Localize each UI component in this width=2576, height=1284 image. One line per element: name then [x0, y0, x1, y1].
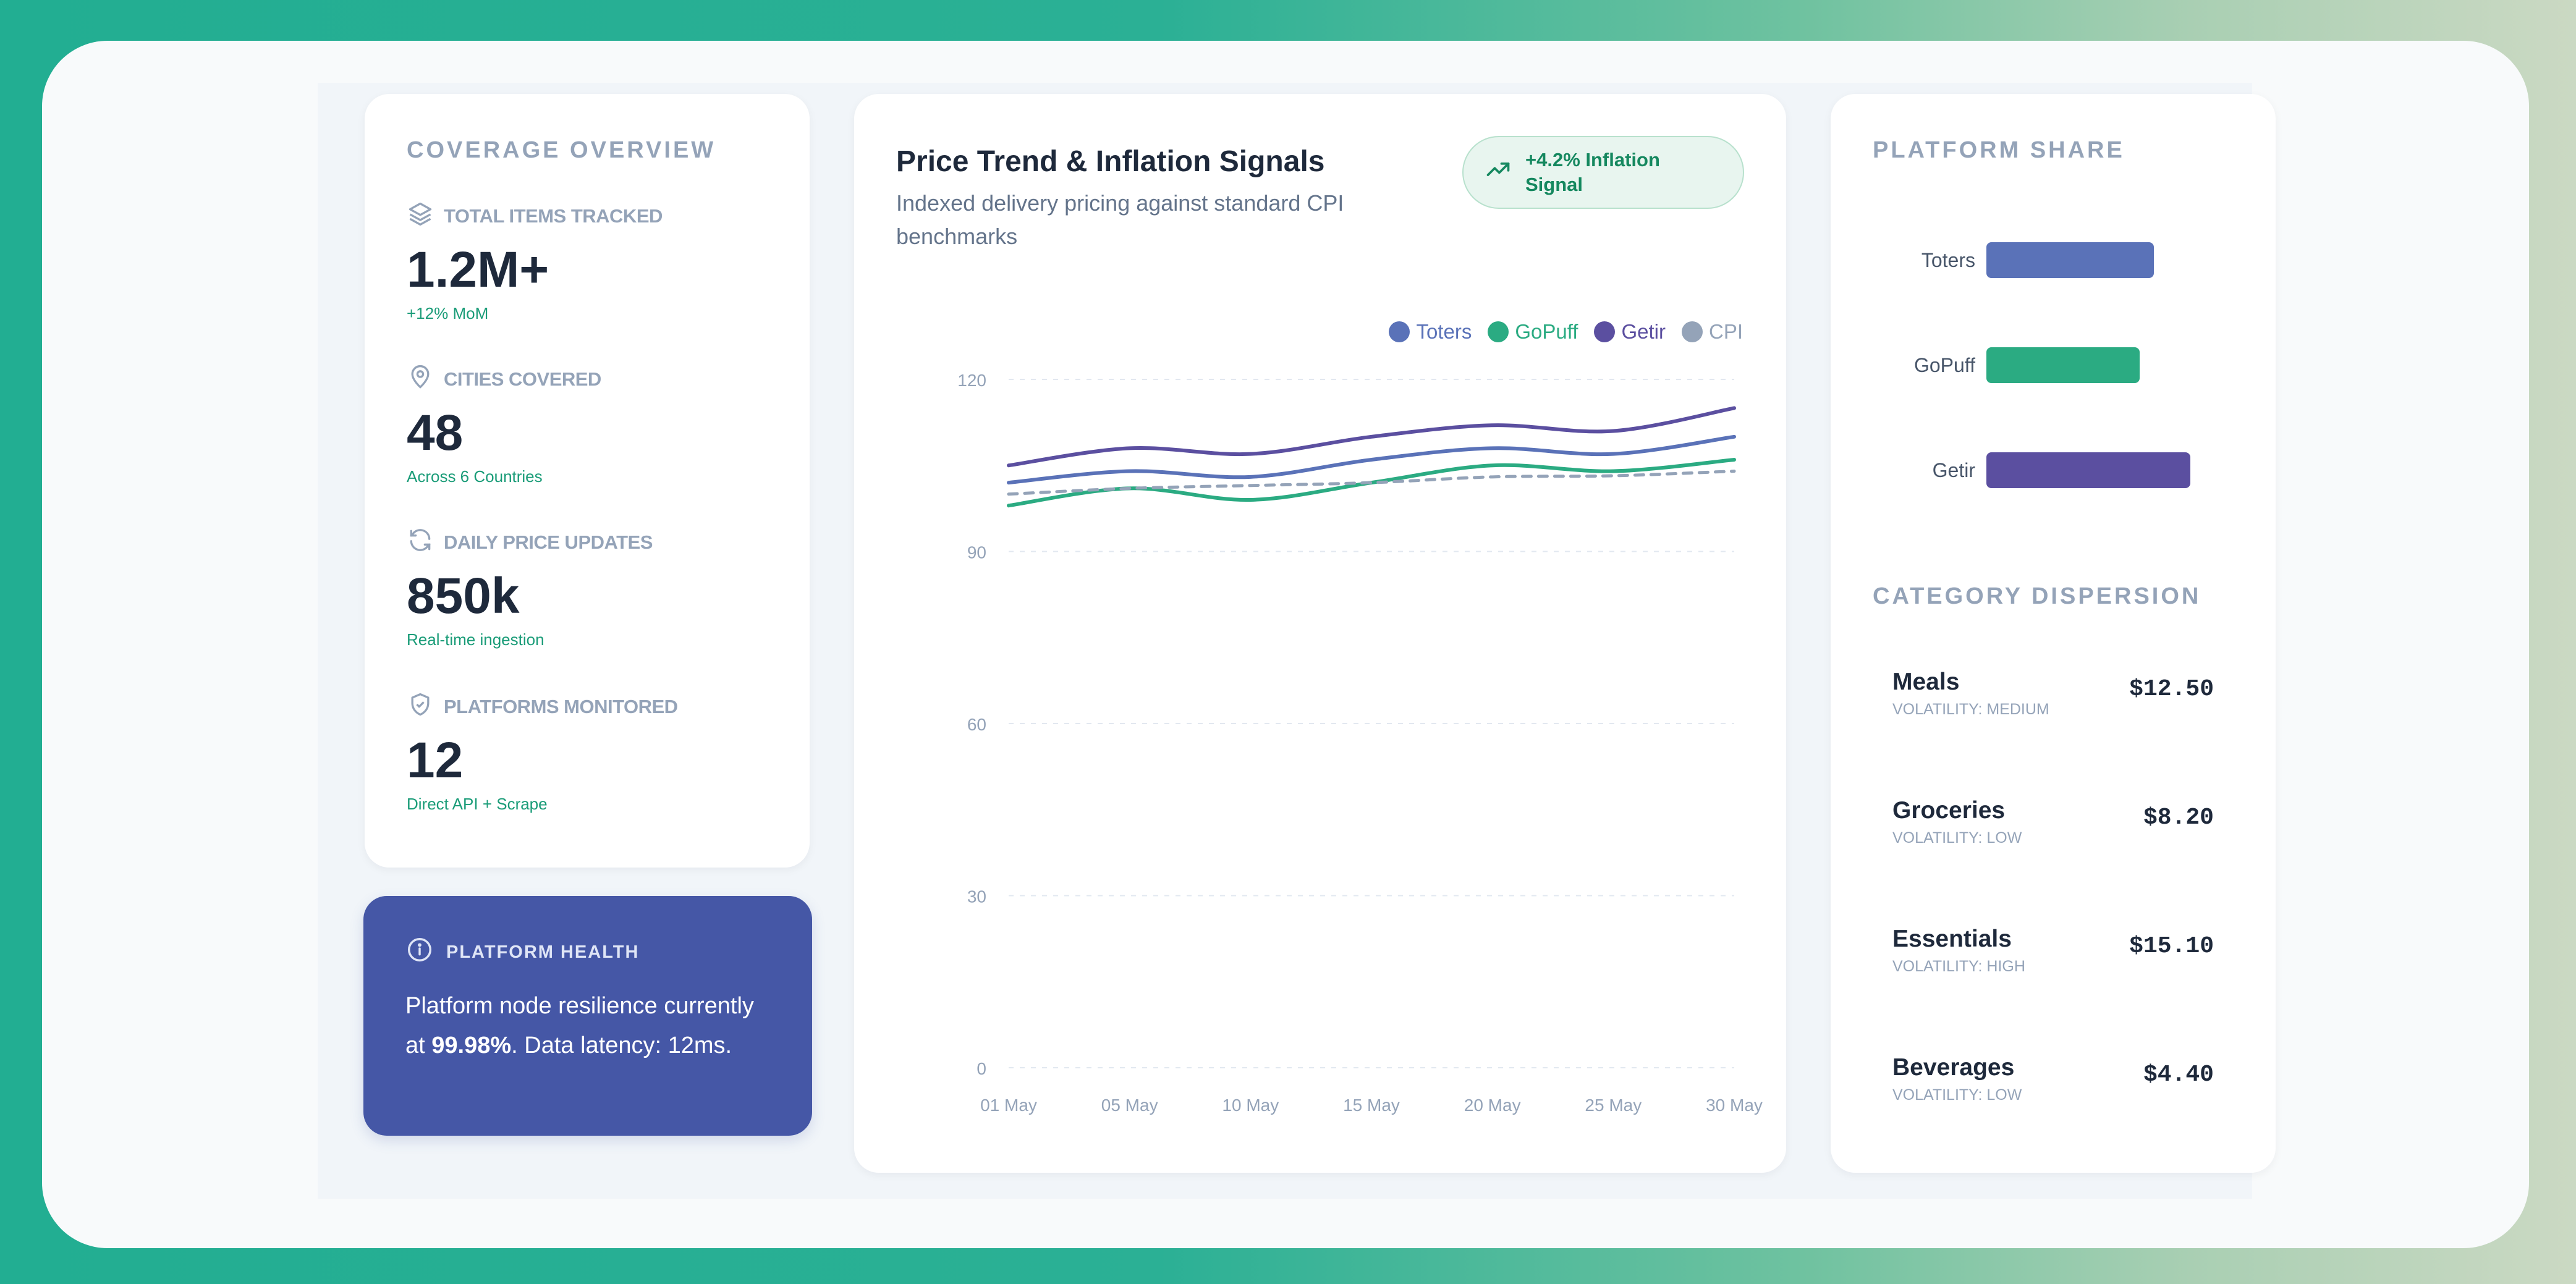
category-name: Essentials — [1892, 926, 2012, 952]
metric-subtext: Real-time ingestion — [407, 630, 544, 649]
category-name: Groceries — [1892, 797, 2006, 824]
metric-label: CITIES COVERED — [444, 368, 601, 390]
metric-total-items: TOTAL ITEMS TRACKED 1.2M+ +12% MoM — [407, 200, 663, 323]
chart-title: Price Trend & Inflation Signals — [896, 145, 1325, 178]
legend-item-gopuff[interactable]: GoPuff — [1488, 320, 1578, 344]
metric-cities-covered: CITIES COVERED 48 Across 6 Countries — [407, 363, 601, 486]
metric-value: 850k — [407, 568, 520, 624]
x-tick-label: 15 May — [1343, 1096, 1400, 1115]
metric-platforms-monitored: PLATFORMS MONITORED 12 Direct API + Scra… — [407, 691, 678, 814]
metric-subtext: Across 6 Countries — [407, 467, 543, 486]
x-tick-label: 20 May — [1464, 1096, 1521, 1115]
y-tick-label: 60 — [967, 715, 986, 734]
category-name: Meals — [1892, 669, 1960, 695]
legend-label: CPI — [1708, 320, 1743, 343]
metric-label: DAILY PRICE UPDATES — [444, 531, 653, 553]
inflation-signal-badge: +4.2% Inflation Signal — [1462, 136, 1744, 209]
category-price: $15.10 — [2129, 933, 2214, 960]
legend-swatch — [1488, 321, 1509, 342]
category-row-meals[interactable]: Meals VOLATILITY: MEDIUM $12.50 — [1892, 669, 2214, 737]
x-tick-label: 25 May — [1585, 1096, 1642, 1115]
series-line-cpi[interactable] — [1007, 470, 1736, 496]
price-trend-chart: 0 30 60 90 120 01 May 05 May 10 May 15 May 20 May… — [957, 371, 1763, 1115]
metric-value: 12 — [407, 732, 464, 788]
share-bar-label: Getir — [1932, 458, 1975, 481]
series-line-getir[interactable] — [1007, 406, 1736, 468]
legend-label: Toters — [1416, 320, 1472, 343]
category-dispersion-title: CATEGORY DISPERSION — [1873, 583, 2201, 609]
legend-item-toters[interactable]: Toters — [1389, 320, 1472, 344]
x-tick-label: 05 May — [1101, 1096, 1158, 1115]
app-frame: COVERAGE OVERVIEW TOTAL ITEMS TRACKED 1.… — [42, 41, 2529, 1248]
legend-item-cpi[interactable]: CPI — [1681, 320, 1743, 344]
x-tick-label: 01 May — [980, 1096, 1037, 1115]
metric-label: TOTAL ITEMS TRACKED — [444, 205, 663, 227]
health-highlight: 99.98% — [431, 1033, 512, 1058]
legend-swatch — [1681, 321, 1703, 342]
metric-label: PLATFORMS MONITORED — [444, 696, 678, 717]
metric-subtext: +12% MoM — [407, 304, 489, 323]
metric-value: 1.2M+ — [407, 242, 549, 298]
share-bar — [1986, 242, 2154, 278]
health-text-after: . Data latency: 12ms. — [511, 1033, 732, 1058]
share-bar-row-gopuff[interactable]: GoPuff — [1831, 347, 2276, 383]
refresh-icon — [407, 526, 434, 559]
y-tick-label: 120 — [957, 371, 986, 390]
badge-label: +4.2% Inflation Signal — [1525, 149, 1660, 195]
category-volatility: VOLATILITY: MEDIUM — [1892, 701, 2049, 718]
category-name: Beverages — [1892, 1054, 2015, 1081]
platform-share-title: PLATFORM SHARE — [1873, 137, 2125, 163]
dashboard: COVERAGE OVERVIEW TOTAL ITEMS TRACKED 1.… — [318, 83, 2276, 1199]
category-volatility: VOLATILITY: LOW — [1892, 1086, 2022, 1104]
metric-value: 48 — [407, 405, 464, 461]
coverage-overview-title: COVERAGE OVERVIEW — [407, 137, 716, 163]
category-price: $8.20 — [2143, 805, 2214, 831]
platform-health-title: PLATFORM HEALTH — [446, 942, 640, 962]
metric-daily-price-updates: DAILY PRICE UPDATES 850k Real-time inges… — [407, 526, 653, 649]
share-bar-row-toters[interactable]: Toters — [1831, 242, 2276, 278]
x-tick-label: 30 May — [1706, 1096, 1763, 1115]
y-tick-label: 30 — [967, 887, 986, 906]
platform-health-text: Platform node resilience currently at 99… — [405, 986, 770, 1065]
health-text-before: Platform node resilience currently at — [405, 993, 754, 1058]
trending-up-icon — [1485, 156, 1512, 189]
legend-label: GoPuff — [1515, 320, 1578, 343]
platform-health-card: PLATFORM HEALTH Platform node resilience… — [363, 896, 812, 1136]
share-bar — [1986, 347, 2140, 383]
category-row-beverages[interactable]: Beverages VOLATILITY: LOW $4.40 — [1892, 1054, 2214, 1122]
map-pin-icon — [407, 363, 434, 395]
series-line-toters[interactable] — [1007, 434, 1736, 485]
category-volatility: VOLATILITY: LOW — [1892, 829, 2022, 847]
coverage-overview-card: COVERAGE OVERVIEW TOTAL ITEMS TRACKED 1.… — [365, 94, 810, 868]
share-bar-row-getir[interactable]: Getir — [1831, 452, 2276, 488]
legend-label: Getir — [1621, 320, 1666, 343]
share-bar — [1986, 452, 2190, 488]
layers-icon — [407, 200, 434, 232]
share-bar-label: Toters — [1921, 248, 1975, 271]
metric-subtext: Direct API + Scrape — [407, 795, 548, 813]
category-price: $4.40 — [2143, 1062, 2214, 1088]
category-price: $12.50 — [2129, 676, 2214, 703]
legend-swatch — [1594, 321, 1616, 342]
share-bar-label: GoPuff — [1913, 353, 1975, 376]
y-tick-label: 0 — [977, 1059, 986, 1078]
chart-legend: Toters GoPuff Getir CPI — [1389, 320, 1743, 344]
x-tick-label: 10 May — [1222, 1096, 1279, 1115]
legend-item-getir[interactable]: Getir — [1594, 320, 1666, 344]
chart-subtitle: Indexed delivery pricing against standar… — [896, 190, 1344, 249]
legend-swatch — [1389, 321, 1410, 342]
category-row-essentials[interactable]: Essentials VOLATILITY: HIGH $15.10 — [1892, 926, 2214, 994]
category-row-groceries[interactable]: Groceries VOLATILITY: LOW $8.20 — [1892, 797, 2214, 865]
shield-check-icon — [407, 691, 434, 723]
platform-share-card: PLATFORM SHARE Toters GoPuff Getir CATEGOR… — [1831, 94, 2276, 1173]
price-trend-card: Price Trend & Inflation Signals Indexed … — [854, 94, 1786, 1173]
category-volatility: VOLATILITY: HIGH — [1892, 958, 2025, 975]
y-tick-label: 90 — [967, 543, 986, 562]
info-icon — [405, 936, 434, 969]
